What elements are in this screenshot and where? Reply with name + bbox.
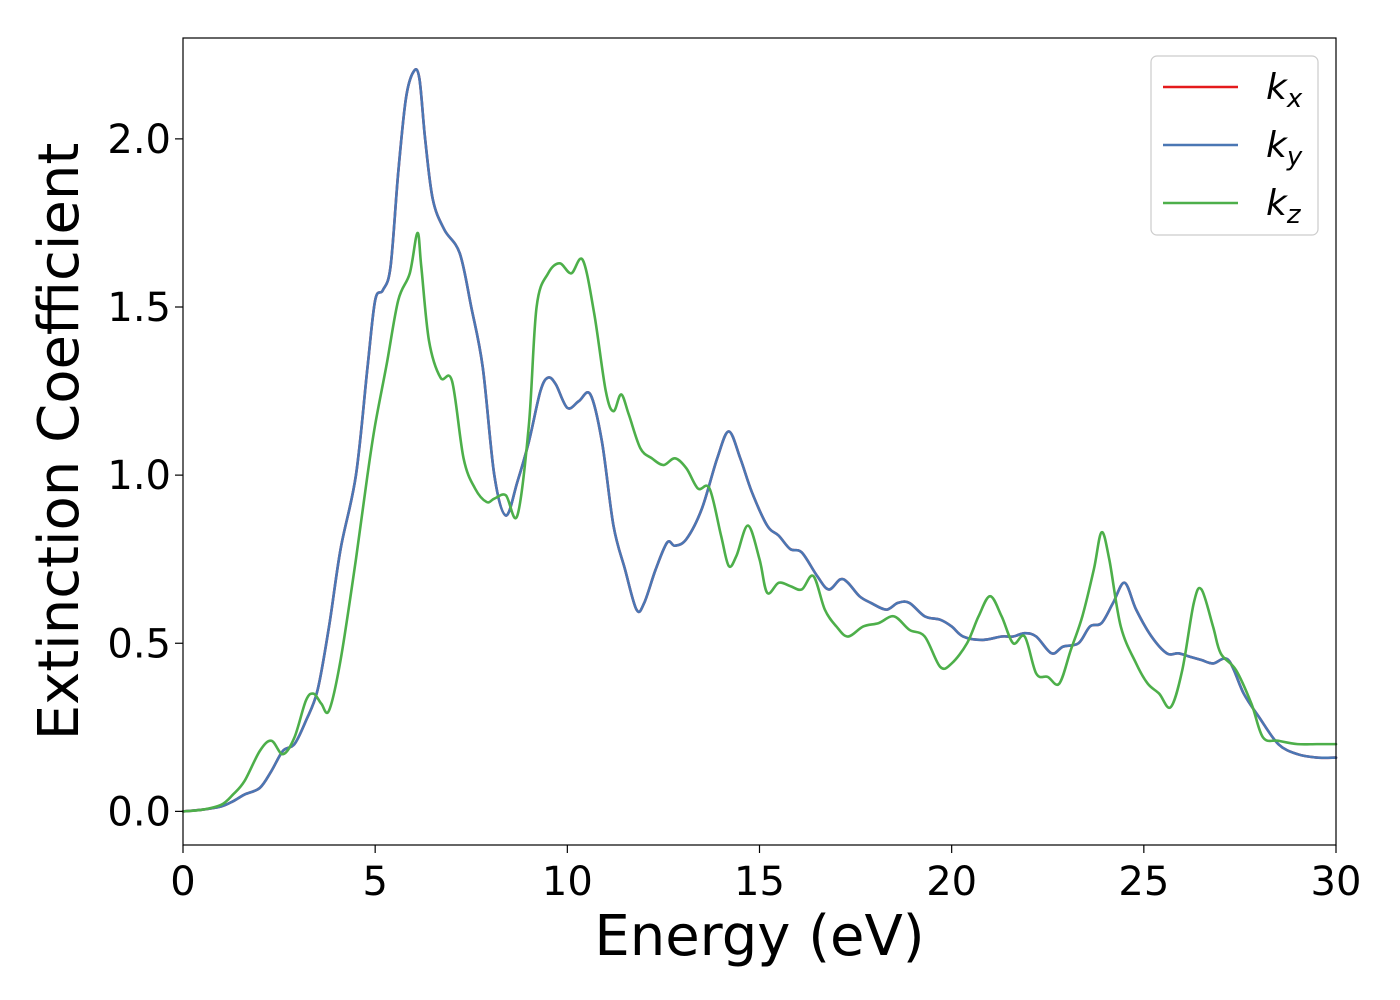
y-tick-label: 0.5: [107, 621, 171, 667]
x-tick-label: 20: [926, 859, 977, 905]
x-tick-label: 0: [170, 859, 195, 905]
series-line-kz: [181, 231, 1338, 813]
y-axis-ticks: 0.0 0.5 1.0 1.5 2.0: [107, 117, 183, 835]
y-tick-label: 1.5: [107, 285, 171, 331]
y-tick-label: 0.0: [107, 789, 171, 835]
legend-label-kz: kz: [1266, 183, 1302, 230]
y-axis-label: Extinction Coefficient: [27, 143, 92, 741]
x-tick-label: 10: [542, 859, 593, 905]
series-line-ky: [181, 68, 1338, 813]
x-tick-label: 5: [362, 859, 387, 905]
legend-label-ky: ky: [1266, 125, 1303, 172]
x-axis-ticks: 0 5 10 15 20 25 30: [170, 845, 1361, 905]
y-tick-label: 2.0: [107, 117, 171, 163]
series-layer: [181, 68, 1338, 813]
y-tick-label: 1.0: [107, 453, 171, 499]
x-axis-label: Energy (eV): [594, 904, 924, 969]
legend: kx ky kz: [1150, 55, 1319, 236]
x-tick-label: 25: [1118, 859, 1169, 905]
legend-label-kx: kx: [1266, 67, 1303, 114]
x-tick-label: 30: [1311, 859, 1362, 905]
x-tick-label: 15: [734, 859, 785, 905]
